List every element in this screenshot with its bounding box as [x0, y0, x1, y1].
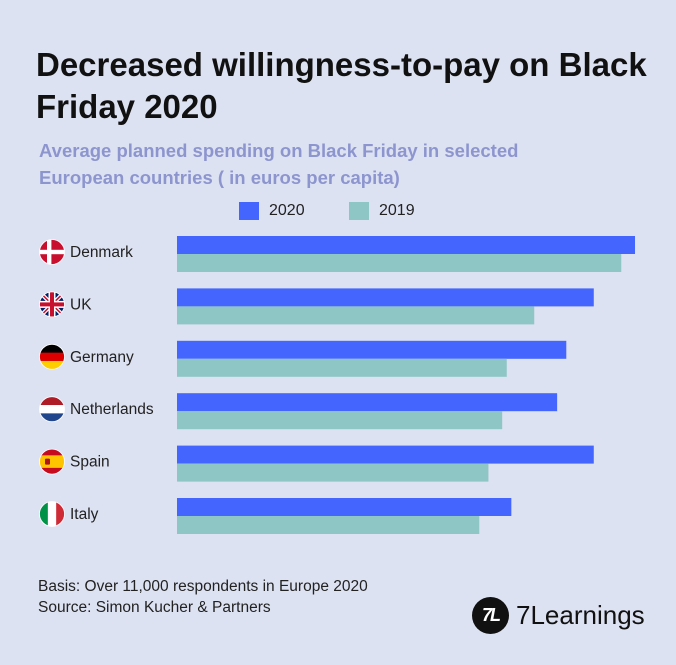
legend-label-2020: 2020: [269, 202, 305, 219]
category-label-denmark: Denmark: [70, 244, 133, 261]
source-note: Source: Simon Kucher & Partners: [38, 599, 271, 616]
legend-swatch-2020: [239, 202, 259, 220]
category-label-spain: Spain: [70, 454, 110, 471]
legend-item-2020: 2020: [239, 202, 305, 220]
category-label-netherlands: Netherlands: [70, 401, 154, 418]
bar-2019-uk: [177, 306, 535, 325]
bar-2019-italy: [177, 516, 480, 534]
chart-title: Decreased willingness-to-pay on Black Fr…: [36, 46, 647, 125]
bar-2020-denmark: [177, 236, 635, 254]
brand-mark-icon: 7L: [472, 597, 509, 634]
bar-2020-germany: [177, 340, 567, 359]
bar-2019-germany: [177, 358, 507, 377]
bar-chart: Denmark UK Germany Netherlands Spain Italy: [39, 236, 635, 534]
bar-2020-italy: [177, 498, 512, 516]
category-label-germany: Germany: [70, 349, 134, 366]
bar-2019-netherlands: [177, 411, 503, 430]
bar-2019-denmark: [177, 254, 622, 272]
uk-flag-icon: [39, 291, 65, 318]
category-label-uk: UK: [70, 296, 92, 313]
germany-flag-icon: [39, 343, 65, 370]
bar-2020-netherlands: [177, 393, 558, 412]
spain-flag-icon: [39, 448, 65, 475]
legend: 2020 2019: [0, 202, 676, 222]
legend-item-2019: 2019: [349, 202, 415, 220]
category-label-italy: Italy: [70, 506, 99, 523]
brand-name: 7Learnings: [516, 600, 645, 630]
netherlands-flag-icon: [39, 396, 65, 423]
bar-2020-uk: [177, 288, 594, 307]
bar-2019-spain: [177, 463, 489, 482]
italy-flag-icon: [39, 501, 65, 527]
legend-label-2019: 2019: [379, 202, 415, 219]
chart-subtitle: Average planned spending on Black Friday…: [39, 140, 519, 188]
brand-logo: 7L 7Learnings: [472, 597, 645, 634]
denmark-flag-icon: [39, 239, 65, 265]
footer: Basis: Over 11,000 respondents in Europe…: [38, 576, 368, 618]
legend-swatch-2019: [349, 202, 369, 220]
basis-note: Basis: Over 11,000 respondents in Europe…: [38, 578, 368, 595]
bar-2020-spain: [177, 445, 594, 464]
